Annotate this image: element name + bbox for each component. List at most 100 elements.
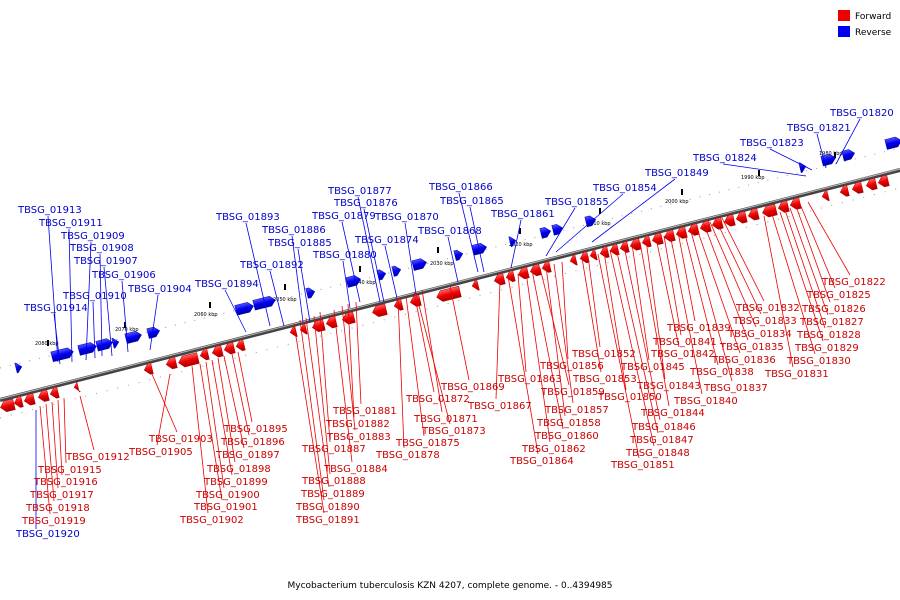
reverse-gene-label[interactable]: TBSG_01854: [592, 183, 657, 194]
forward-gene-arrow[interactable]: [23, 392, 36, 406]
reverse-gene-label[interactable]: TBSG_01874: [354, 235, 419, 246]
reverse-gene-arrow[interactable]: [305, 287, 316, 299]
reverse-gene-label[interactable]: TBSG_01920: [15, 529, 80, 540]
forward-gene-arrow[interactable]: [699, 220, 712, 233]
forward-gene-label[interactable]: TBSG_01845: [620, 362, 685, 373]
forward-gene-label[interactable]: TBSG_01851: [610, 460, 675, 471]
forward-gene-arrow[interactable]: [49, 386, 60, 400]
forward-gene-label[interactable]: TBSG_01825: [806, 290, 871, 301]
reverse-gene-label[interactable]: TBSG_01904: [127, 284, 192, 295]
forward-gene-label[interactable]: TBSG_01860: [534, 431, 599, 442]
reverse-gene-arrow[interactable]: [798, 161, 807, 173]
forward-gene-label[interactable]: TBSG_01836: [711, 355, 776, 366]
forward-gene-label[interactable]: TBSG_01834: [727, 329, 792, 340]
forward-gene-arrow[interactable]: [13, 395, 24, 409]
forward-gene-arrow[interactable]: [651, 232, 664, 246]
forward-gene-arrow[interactable]: [865, 177, 878, 191]
forward-gene-label[interactable]: TBSG_01867: [467, 401, 532, 412]
reverse-gene-label[interactable]: TBSG_01913: [17, 205, 82, 216]
forward-gene-label[interactable]: TBSG_01897: [215, 450, 280, 461]
forward-gene-label[interactable]: TBSG_01888: [301, 476, 366, 487]
reverse-gene-label[interactable]: TBSG_01823: [739, 138, 804, 149]
forward-gene-label[interactable]: TBSG_01837: [703, 383, 768, 394]
forward-gene-label[interactable]: TBSG_01901: [193, 502, 258, 513]
forward-gene-label[interactable]: TBSG_01842: [650, 349, 715, 360]
forward-gene-label[interactable]: TBSG_01896: [220, 437, 285, 448]
forward-gene-label[interactable]: TBSG_01891: [295, 515, 360, 526]
forward-gene-arrow[interactable]: [877, 174, 890, 188]
reverse-gene-arrow[interactable]: [345, 274, 362, 288]
forward-gene-arrow[interactable]: [641, 235, 652, 249]
forward-gene-label[interactable]: TBSG_01831: [764, 369, 829, 380]
forward-gene-label[interactable]: TBSG_01916: [33, 477, 98, 488]
forward-gene-label[interactable]: TBSG_01833: [732, 316, 797, 327]
reverse-gene-arrow[interactable]: [146, 326, 161, 339]
forward-gene-arrow[interactable]: [851, 181, 864, 195]
forward-gene-arrow[interactable]: [839, 184, 850, 198]
forward-gene-label[interactable]: TBSG_01917: [29, 490, 94, 501]
forward-gene-label[interactable]: TBSG_01862: [521, 444, 586, 455]
forward-gene-arrow[interactable]: [73, 380, 81, 393]
forward-gene-arrow[interactable]: [569, 253, 578, 266]
forward-gene-label[interactable]: TBSG_01869: [440, 382, 505, 393]
reverse-gene-arrow[interactable]: [453, 249, 464, 261]
forward-gene-arrow[interactable]: [821, 189, 830, 202]
forward-gene-label[interactable]: TBSG_01839: [666, 323, 731, 334]
forward-gene-arrow[interactable]: [619, 240, 630, 254]
reverse-gene-arrow[interactable]: [884, 136, 900, 150]
forward-gene-arrow[interactable]: [177, 352, 200, 369]
forward-gene-arrow[interactable]: [299, 322, 308, 335]
reverse-gene-arrow[interactable]: [841, 148, 856, 162]
forward-gene-arrow[interactable]: [435, 285, 462, 302]
reverse-gene-label[interactable]: TBSG_01849: [644, 168, 709, 179]
forward-gene-arrow[interactable]: [663, 229, 676, 243]
forward-gene-arrow[interactable]: [599, 246, 610, 259]
forward-gene-arrow[interactable]: [735, 210, 748, 224]
forward-gene-label[interactable]: TBSG_01840: [673, 396, 738, 407]
reverse-gene-label[interactable]: TBSG_01886: [261, 225, 326, 236]
forward-gene-arrow[interactable]: [0, 398, 16, 413]
reverse-gene-label[interactable]: TBSG_01877: [327, 186, 392, 197]
forward-gene-label[interactable]: TBSG_01857: [544, 405, 609, 416]
forward-gene-label[interactable]: TBSG_01895: [223, 424, 288, 435]
reverse-gene-arrow[interactable]: [539, 226, 552, 239]
reverse-gene-label[interactable]: TBSG_01907: [73, 256, 138, 267]
reverse-gene-label[interactable]: TBSG_01894: [194, 279, 259, 290]
forward-gene-label[interactable]: TBSG_01915: [37, 465, 102, 476]
reverse-gene-label[interactable]: TBSG_01892: [239, 260, 304, 271]
reverse-gene-label[interactable]: TBSG_01880: [312, 250, 377, 261]
forward-gene-label[interactable]: TBSG_01898: [206, 464, 271, 475]
forward-gene-label[interactable]: TBSG_01919: [21, 516, 86, 527]
reverse-gene-arrow[interactable]: [508, 236, 517, 248]
forward-gene-label[interactable]: TBSG_01864: [509, 456, 574, 467]
forward-gene-label[interactable]: TBSG_01900: [195, 490, 260, 501]
forward-gene-arrow[interactable]: [777, 200, 790, 214]
forward-gene-arrow[interactable]: [761, 203, 778, 218]
forward-gene-arrow[interactable]: [235, 339, 246, 352]
forward-gene-arrow[interactable]: [37, 389, 50, 403]
reverse-gene-label[interactable]: TBSG_01868: [417, 226, 482, 237]
forward-gene-label[interactable]: TBSG_01858: [536, 418, 601, 429]
forward-gene-label[interactable]: TBSG_01871: [413, 414, 478, 425]
forward-gene-label[interactable]: TBSG_01850: [597, 392, 662, 403]
forward-gene-label[interactable]: TBSG_01828: [796, 330, 861, 341]
forward-gene-label[interactable]: TBSG_01848: [625, 448, 690, 459]
forward-gene-label[interactable]: TBSG_01826: [801, 304, 866, 315]
forward-gene-label[interactable]: TBSG_01832: [735, 303, 800, 314]
forward-gene-label[interactable]: TBSG_01881: [332, 406, 397, 417]
reverse-gene-label[interactable]: TBSG_01876: [333, 198, 398, 209]
forward-gene-label[interactable]: TBSG_01889: [300, 489, 365, 500]
forward-gene-label[interactable]: TBSG_01882: [325, 419, 390, 430]
forward-gene-arrow[interactable]: [723, 214, 736, 227]
forward-gene-arrow[interactable]: [199, 348, 210, 362]
reverse-gene-arrow[interactable]: [50, 347, 75, 363]
forward-gene-label[interactable]: TBSG_01835: [719, 342, 784, 353]
forward-gene-label[interactable]: TBSG_01859: [540, 387, 605, 398]
forward-gene-arrow[interactable]: [223, 341, 236, 355]
forward-gene-label[interactable]: TBSG_01852: [571, 349, 636, 360]
forward-gene-arrow[interactable]: [493, 272, 506, 286]
forward-gene-label[interactable]: TBSG_01841: [652, 337, 717, 348]
forward-gene-label[interactable]: TBSG_01846: [631, 422, 696, 433]
forward-gene-label[interactable]: TBSG_01822: [821, 277, 886, 288]
forward-gene-label[interactable]: TBSG_01899: [203, 477, 268, 488]
